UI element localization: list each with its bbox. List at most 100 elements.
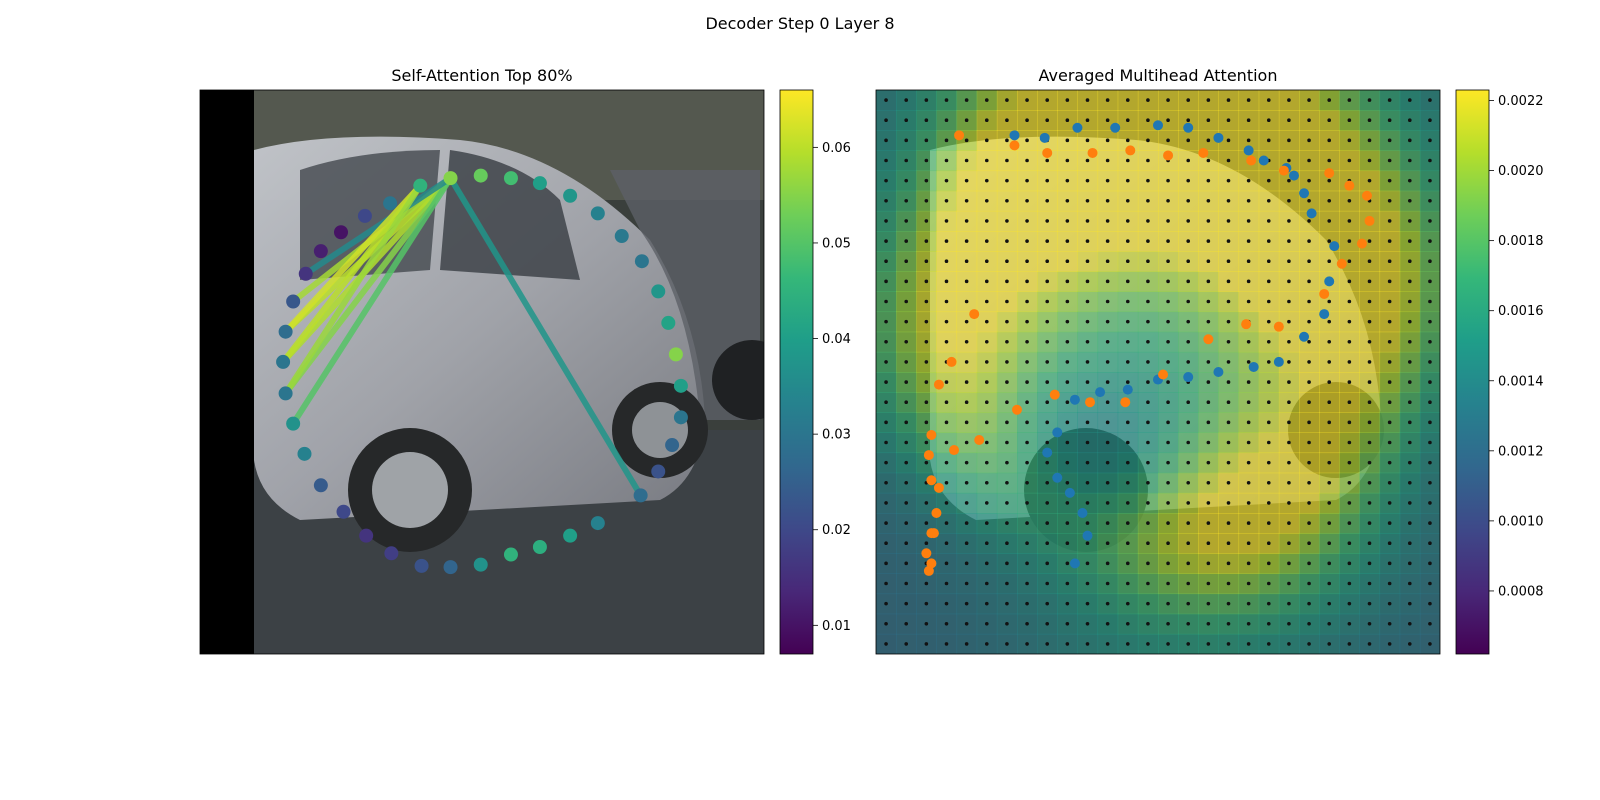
grid-dot (904, 279, 909, 284)
colorbar-left: 0.01 0.02 0.03 0.04 0.05 0.06 (779, 89, 851, 655)
query-point (473, 557, 488, 572)
grid-dot (904, 98, 909, 102)
query-point (278, 324, 293, 339)
grid-dot (1347, 380, 1352, 384)
query-point (359, 528, 374, 543)
grid-dot (924, 138, 929, 143)
grid-dot (884, 360, 888, 364)
grid-dot (944, 259, 949, 264)
sampled-point (1364, 215, 1375, 226)
grid-dot (964, 581, 969, 586)
grid-dot (1287, 299, 1291, 304)
grid-dot (1045, 440, 1050, 445)
grid-dot (1085, 480, 1090, 485)
grid-dot (1387, 601, 1392, 606)
grid-dot (1428, 118, 1432, 123)
grid-dot (1105, 138, 1110, 143)
grid-dot (1226, 138, 1231, 143)
grid-dot (904, 158, 909, 163)
grid-dot (1045, 198, 1050, 203)
grid-dot (1166, 501, 1170, 505)
grid-dot (1387, 98, 1392, 102)
grid-dot (1166, 380, 1170, 384)
grid-dot (1387, 621, 1392, 626)
grid-dot (1186, 319, 1191, 324)
grid-dot (1347, 299, 1352, 304)
grid-dot (1146, 178, 1150, 183)
grid-dot (1146, 561, 1150, 566)
grid-dot (1065, 561, 1070, 566)
grid-dot (1367, 501, 1372, 505)
grid-dot (904, 581, 909, 586)
grid-dot (1387, 541, 1392, 546)
grid-dot (1186, 440, 1191, 445)
grid-dot (1307, 480, 1311, 485)
grid-dot (1367, 178, 1372, 183)
grid-dot (944, 642, 949, 646)
grid-dot (984, 219, 989, 223)
grid-dot (884, 400, 888, 405)
grid-dot (1146, 460, 1150, 465)
grid-dot (884, 239, 888, 243)
reference-point (1213, 367, 1224, 377)
grid-dot (884, 178, 888, 183)
grid-dot (1307, 239, 1311, 243)
grid-dot (904, 239, 909, 243)
grid-dot (944, 279, 949, 284)
grid-dot (1387, 561, 1392, 566)
grid-dot (1085, 158, 1090, 163)
grid-dot (1407, 98, 1412, 102)
grid-dot (924, 239, 929, 243)
grid-dot (1307, 360, 1311, 364)
grid-dot (904, 642, 909, 646)
attention-edge (447, 175, 644, 499)
grid-dot (884, 259, 888, 264)
grid-dot (1428, 581, 1432, 586)
grid-dot (1065, 319, 1070, 324)
reference-point (1042, 447, 1053, 458)
grid-dot (1085, 219, 1090, 223)
grid-dot (1266, 440, 1271, 445)
query-point (651, 284, 666, 299)
grid-dot (1166, 259, 1170, 264)
grid-dot (1105, 621, 1110, 626)
query-point (668, 347, 683, 362)
attention-edge (282, 175, 454, 397)
grid-dot (1206, 299, 1211, 304)
grid-dot (1347, 98, 1352, 102)
grid-dot (944, 158, 949, 163)
grid-dot (1428, 541, 1432, 546)
sampled-point (949, 445, 960, 456)
query-point (297, 446, 312, 461)
grid-dot (1266, 601, 1271, 606)
grid-dot (1428, 339, 1432, 344)
grid-dot (1206, 541, 1211, 546)
grid-dot (1428, 440, 1432, 445)
grid-dot (1407, 400, 1412, 405)
grid-dot (1387, 380, 1392, 384)
grid-dot (1287, 420, 1291, 425)
grid-dot (1146, 541, 1150, 546)
query-point (673, 410, 688, 425)
grid-dot (1065, 621, 1070, 626)
grid-dot (1125, 319, 1130, 324)
grid-dot (1407, 219, 1412, 223)
grid-dot (1287, 279, 1291, 284)
self-attention-title: Self-Attention Top 80% (391, 66, 572, 85)
grid-dot (1085, 138, 1090, 143)
grid-dot (1226, 642, 1231, 646)
grid-dot (944, 440, 949, 445)
grid-dot (1146, 319, 1150, 324)
grid-dot (1287, 118, 1291, 123)
grid-dot (904, 319, 909, 324)
query-point (473, 168, 488, 183)
grid-dot (1025, 400, 1029, 405)
grid-dot (1045, 339, 1050, 344)
grid-dot (964, 299, 969, 304)
grid-dot (1347, 239, 1352, 243)
grid-dot (1347, 541, 1352, 546)
grid-dot (984, 480, 989, 485)
grid-dot (1005, 279, 1009, 284)
grid-dot (1327, 138, 1332, 143)
grid-dot (1186, 621, 1191, 626)
